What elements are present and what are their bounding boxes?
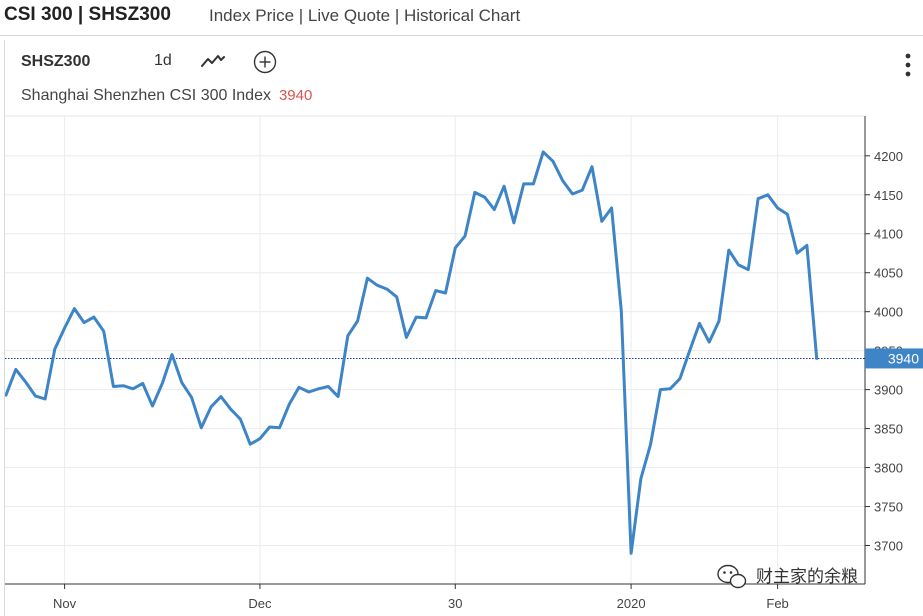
plus-circle-icon[interactable] <box>253 50 277 74</box>
watermark-text: 财主家的余粮 <box>756 567 858 587</box>
x-tick-label: 2020 <box>617 596 646 611</box>
y-tick-label: 3700 <box>874 539 903 554</box>
last-price-label-bg <box>865 348 923 369</box>
y-tick-label: 4000 <box>874 305 903 320</box>
y-tick-label: 4050 <box>874 266 903 281</box>
y-tick-label: 3850 <box>874 422 903 437</box>
y-tick-label: 4150 <box>874 188 903 203</box>
wechat-icon <box>717 564 747 589</box>
y-tick-label: 3900 <box>874 383 903 398</box>
x-tick-label: Feb <box>766 596 788 611</box>
y-tick-label: 3800 <box>874 461 903 476</box>
y-tick-label: 4200 <box>874 149 903 164</box>
x-tick-label: 30 <box>448 596 462 611</box>
chart-toolbar: SHSZ300 1d <box>5 40 923 80</box>
interval-button[interactable]: 1d <box>154 52 172 69</box>
vertical-dots-icon[interactable] <box>904 53 912 79</box>
chart-panel: 3700375038003850390039504000405041004150… <box>4 40 923 616</box>
page-title: CSI 300 | SHSZ300 <box>4 4 171 25</box>
watermark: 财主家的余粮 <box>717 564 858 589</box>
wechat-eye <box>729 571 733 574</box>
y-tick-label: 4100 <box>874 227 903 242</box>
page-header: CSI 300 | SHSZ300 Index Price | Live Quo… <box>0 0 923 36</box>
price-chart[interactable]: 3700375038003850390039504000405041004150… <box>5 40 923 616</box>
chart-legend: Shanghai Shenzhen CSI 300 Index 3940 <box>21 87 312 105</box>
x-tick-label: Dec <box>248 596 272 611</box>
legend-name: Shanghai Shenzhen CSI 300 Index <box>21 87 271 104</box>
line-chart-icon[interactable] <box>201 53 225 69</box>
page-subtitle: Index Price | Live Quote | Historical Ch… <box>209 6 521 25</box>
last-price-label: 3940 <box>888 350 919 366</box>
wechat-bubble-small <box>729 573 747 589</box>
y-tick-label: 3750 <box>874 500 903 515</box>
symbol-button[interactable]: SHSZ300 <box>21 53 91 70</box>
price-series-line <box>5 150 819 555</box>
wechat-eye <box>723 571 726 574</box>
x-tick-label: Nov <box>53 596 77 611</box>
legend-value: 3940 <box>278 87 313 104</box>
